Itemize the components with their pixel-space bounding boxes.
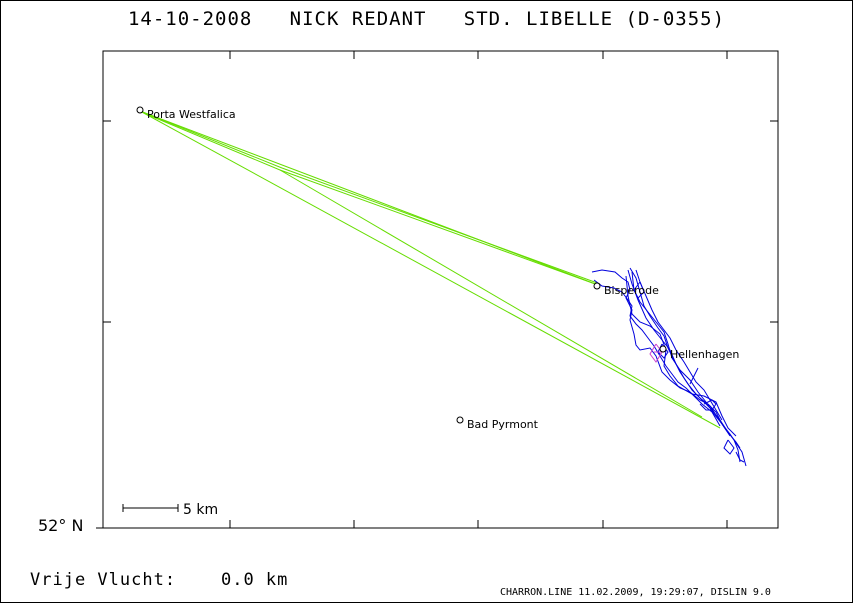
plot-frame	[102, 50, 779, 529]
scale-bar	[122, 504, 179, 512]
track-segment	[593, 279, 721, 427]
track-segment	[633, 281, 645, 299]
page-title: 14-10-2008 NICK REDANT STD. LIBELLE (D-0…	[127, 8, 726, 30]
task-leg	[279, 169, 703, 418]
flight-track	[591, 267, 747, 467]
task-lines	[139, 110, 721, 429]
place-marker-porta-westfalica	[136, 106, 144, 114]
place-label-hellenhagen: Hellenhagen	[670, 348, 739, 361]
latitude-label: 52° N	[38, 516, 84, 535]
track-segment	[625, 275, 737, 437]
track-segment	[735, 451, 745, 463]
place-marker-hellenhagen	[659, 345, 667, 353]
place-marker-bad-pyrmont	[456, 416, 464, 424]
track-segment	[723, 439, 735, 455]
track-segment	[591, 269, 747, 467]
place-marker-bisperode	[593, 282, 601, 290]
task-leg	[139, 110, 721, 429]
track-segment	[689, 367, 699, 385]
track-segment	[629, 267, 741, 463]
track-segment	[635, 269, 723, 421]
credits-line: CHARRON.LINE 11.02.2009, 19:29:07, DISLI…	[500, 587, 771, 598]
place-label-bad-pyrmont: Bad Pyrmont	[467, 418, 539, 431]
task-leg	[139, 110, 601, 285]
task-leg	[139, 110, 599, 286]
place-label-porta-westfalica: Porta Westfalica	[147, 108, 236, 121]
scale-bar-label: 5 km	[183, 502, 218, 518]
place-label-bisperode: Bisperode	[604, 284, 659, 297]
track-segment	[699, 399, 717, 411]
free-flight-distance: Vrije Vlucht: 0.0 km	[30, 570, 289, 590]
